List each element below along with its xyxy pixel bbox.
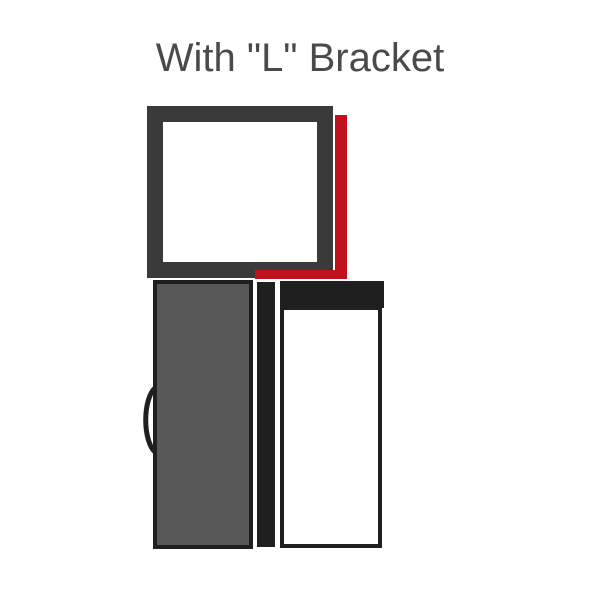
vertical-bar <box>257 282 275 547</box>
right-column-body <box>282 308 380 546</box>
square-frame-inner <box>173 132 307 252</box>
diagram-svg <box>0 0 600 600</box>
right-column-cap <box>280 281 384 308</box>
l-bracket-horizontal <box>255 270 347 279</box>
left-cabinet <box>155 282 251 547</box>
l-bracket-vertical <box>335 115 347 279</box>
